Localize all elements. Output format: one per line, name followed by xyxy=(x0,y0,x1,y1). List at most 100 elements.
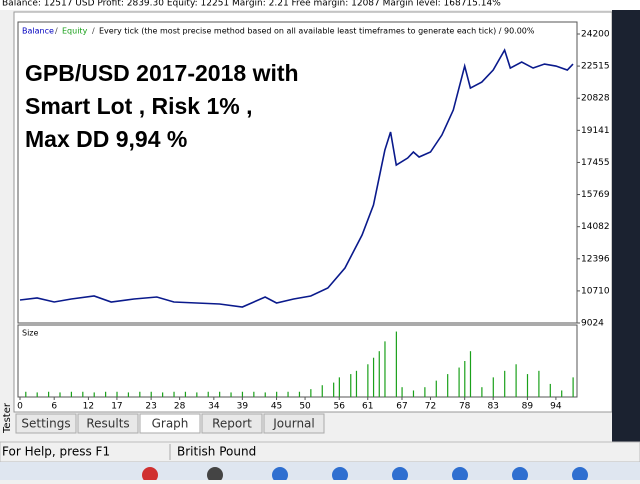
size-bar xyxy=(173,391,175,397)
x-tick-label: 78 xyxy=(459,402,471,412)
size-bar xyxy=(264,392,266,397)
x-tick-label: 56 xyxy=(334,402,346,412)
taskbar-icon[interactable] xyxy=(572,467,588,483)
y-tick-label: 14082 xyxy=(581,222,610,232)
size-bar xyxy=(241,391,244,397)
size-bar xyxy=(196,392,198,397)
size-bar xyxy=(504,370,506,397)
x-tick-label: 28 xyxy=(174,402,186,412)
size-bar xyxy=(82,391,84,397)
size-bar xyxy=(401,387,403,397)
size-bar xyxy=(372,357,375,397)
x-tick-label: 12 xyxy=(83,402,94,412)
size-bar xyxy=(207,391,209,397)
size-bar xyxy=(538,370,540,397)
size-bar xyxy=(219,391,221,397)
taskbar-icon[interactable] xyxy=(142,467,158,483)
tab[interactable] xyxy=(263,413,325,434)
annotation: Max DD 9,94 % xyxy=(25,126,187,152)
size-bar xyxy=(93,392,95,397)
y-tick-label: 9024 xyxy=(581,319,604,329)
tab-label: Report xyxy=(212,417,252,431)
x-tick-label: 61 xyxy=(362,402,373,412)
taskbar-icon[interactable] xyxy=(512,467,528,483)
tab-bar: Settings Results Graph Report Journal xyxy=(15,413,325,434)
plot-frame xyxy=(17,21,578,324)
y-tick-label: 19141 xyxy=(581,126,610,136)
legend-equity: Equity xyxy=(62,27,88,36)
x-tick-label: 0 xyxy=(17,402,23,412)
taskbar xyxy=(0,462,640,480)
size-bar xyxy=(464,361,466,397)
x-tick-label: 72 xyxy=(425,402,436,412)
taskbar-icon[interactable] xyxy=(207,467,223,483)
size-bar xyxy=(384,341,386,397)
size-bar xyxy=(150,391,152,397)
tab-label: Settings xyxy=(21,417,70,431)
size-title: Size xyxy=(22,329,39,338)
size-frame xyxy=(17,324,578,398)
top-bar: Balance: 12517 USD Profit: 2839.30 Equit… xyxy=(2,0,501,9)
status-symbol: British Pound xyxy=(177,445,256,459)
tab-label: Results xyxy=(86,417,129,431)
taskbar-icon[interactable] xyxy=(392,467,408,483)
size-bar xyxy=(36,392,38,397)
size-bar xyxy=(469,351,472,397)
tab-label: Graph xyxy=(152,417,189,431)
top-strip xyxy=(0,0,640,10)
legend-balance: Balance xyxy=(22,27,54,36)
taskbar-icon[interactable] xyxy=(272,467,288,483)
chart-frame xyxy=(13,11,613,413)
x-tick-label: 45 xyxy=(271,402,282,412)
y-tick-label: 10710 xyxy=(581,286,610,296)
size-bar xyxy=(321,385,323,397)
size-bar xyxy=(355,370,358,397)
tab[interactable] xyxy=(201,413,263,434)
y-tick-label: 17455 xyxy=(581,158,610,168)
size-bar xyxy=(435,380,437,397)
size-bar xyxy=(572,377,574,397)
size-bar xyxy=(162,392,164,397)
size-bar xyxy=(350,374,352,397)
size-bar xyxy=(127,392,130,397)
size-bar xyxy=(310,389,312,397)
size-bar xyxy=(481,387,483,397)
size-bar xyxy=(492,377,494,397)
x-tick-label: 50 xyxy=(299,402,311,412)
x-tick-label: 17 xyxy=(111,402,122,412)
taskbar-icon[interactable] xyxy=(332,467,348,483)
size-bar xyxy=(230,392,232,397)
size-bar xyxy=(378,351,380,397)
size-bar xyxy=(298,391,301,397)
size-bar xyxy=(59,392,61,397)
y-tick-label: 24200 xyxy=(581,29,610,39)
x-tick-label: 6 xyxy=(51,402,57,412)
y-tick-label: 15769 xyxy=(581,190,610,200)
x-tick-label: 89 xyxy=(522,402,534,412)
annotation: Smart Lot , Risk 1% , xyxy=(25,93,253,119)
size-bar xyxy=(25,391,27,397)
taskbar-icon[interactable] xyxy=(452,467,468,483)
size-bar xyxy=(458,367,460,397)
chart-title: Every tick (the most precise method base… xyxy=(99,27,535,36)
x-tick-label: 23 xyxy=(145,402,156,412)
x-tick-label: 67 xyxy=(396,402,407,412)
x-tick-label: 83 xyxy=(487,402,498,412)
size-bar xyxy=(424,387,426,397)
separator: / xyxy=(55,27,58,36)
size-bar xyxy=(116,391,118,397)
tab[interactable] xyxy=(77,413,139,434)
size-bar xyxy=(549,383,551,397)
tab-active[interactable] xyxy=(139,413,201,434)
size-bar xyxy=(338,377,340,397)
size-bar xyxy=(287,391,289,397)
size-bar xyxy=(515,364,517,397)
tab[interactable] xyxy=(15,413,77,434)
size-bar xyxy=(447,374,449,397)
side-label: Tester xyxy=(2,402,13,434)
size-bar xyxy=(561,390,563,397)
size-bar xyxy=(367,364,369,397)
size-bar xyxy=(184,391,187,397)
